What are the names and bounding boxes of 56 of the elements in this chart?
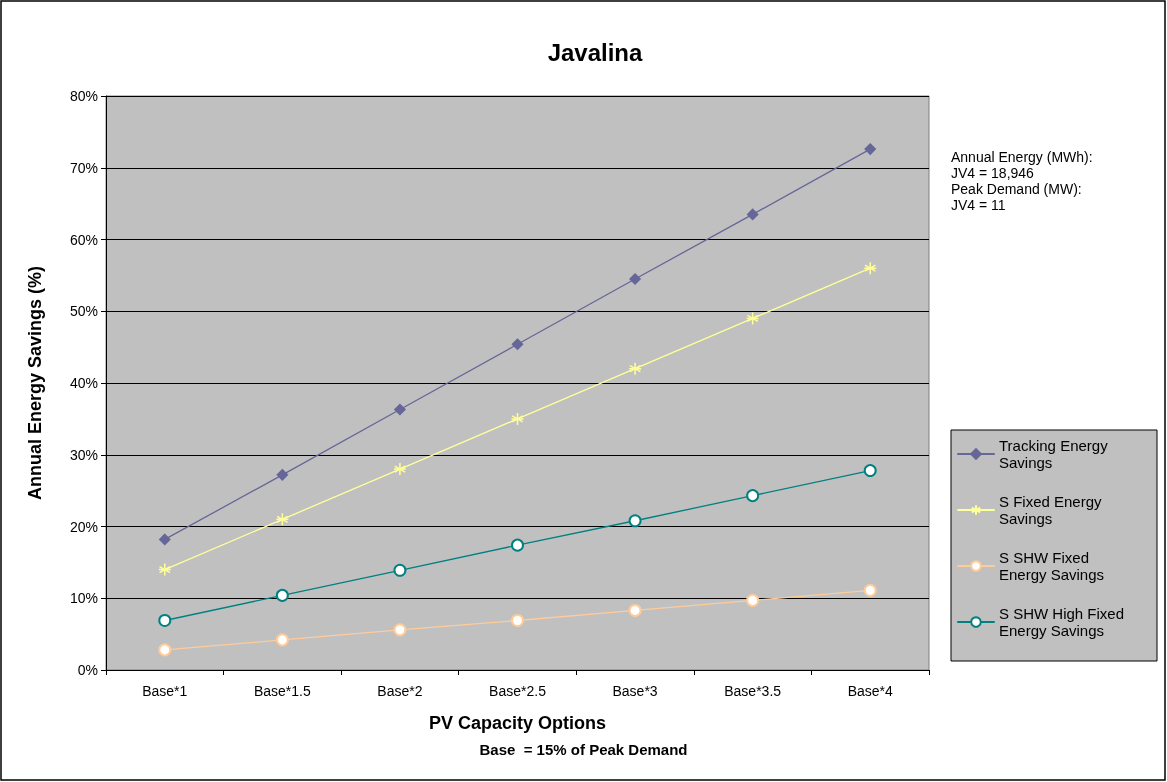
x-tick-label: Base*1 (142, 683, 188, 699)
point (745, 311, 760, 326)
point (628, 514, 642, 528)
y-tick-label: 70% (69, 159, 98, 176)
text: Peak Demand (MW): (951, 181, 1082, 197)
y-tick-label: 60% (69, 231, 98, 248)
y-tick-label: 40% (69, 375, 98, 391)
point (863, 261, 877, 275)
point (393, 563, 407, 577)
y-tick-label: 10% (69, 590, 98, 607)
y-tick-label: 20% (69, 518, 98, 535)
x-axis-title: PV Capacity Options (428, 713, 607, 733)
point (746, 593, 760, 607)
text: Base = 15% of Peak Demand (479, 741, 688, 758)
point (746, 489, 760, 503)
point (276, 469, 289, 481)
text: Annual Energy (MWh): (951, 149, 1093, 165)
point (275, 512, 290, 527)
point (864, 143, 876, 155)
x-tick-label: Base*1.5 (253, 683, 311, 699)
x-tick-label: Base*3 (612, 683, 658, 699)
x-tick-label: Base*2 (377, 683, 423, 699)
point (159, 533, 171, 546)
point (746, 208, 759, 221)
y-tick-label: 0% (77, 662, 98, 678)
point (863, 464, 877, 478)
point (275, 633, 289, 647)
point (158, 562, 172, 577)
text: JV4 = 11 (951, 197, 1006, 213)
point (628, 603, 642, 617)
point (158, 614, 172, 627)
point (393, 623, 407, 637)
point (394, 403, 406, 416)
x-tick-label: Base*2.5 (489, 683, 547, 699)
point (628, 361, 642, 376)
x-tick-label: Base*4 (847, 683, 893, 699)
y-tick-label: 80% (69, 88, 98, 104)
point (511, 538, 524, 552)
point (158, 643, 172, 657)
y-tick-label: 30% (69, 446, 98, 463)
point (511, 614, 524, 627)
point (511, 338, 524, 351)
legend-label: S Fixed Energy Savings (999, 493, 1103, 527)
legend-label: S SHW High Fixed Energy Savings (999, 605, 1125, 639)
y-tick-label: 50% (69, 303, 98, 320)
legend-label: Tracking Energy Savings (999, 437, 1109, 471)
x-tick-label: Base*3.5 (724, 683, 782, 699)
text: JV4 = 18,946 (951, 165, 1035, 181)
point (629, 273, 641, 285)
y-axis-title: Annual Energy Savings (%) (25, 265, 45, 501)
legend-label: S SHW Fixed Energy Savings (999, 549, 1105, 583)
point (510, 412, 525, 426)
point (393, 462, 407, 476)
point (863, 583, 877, 597)
point (275, 588, 289, 602)
chart-title: Javalina (547, 38, 644, 66)
